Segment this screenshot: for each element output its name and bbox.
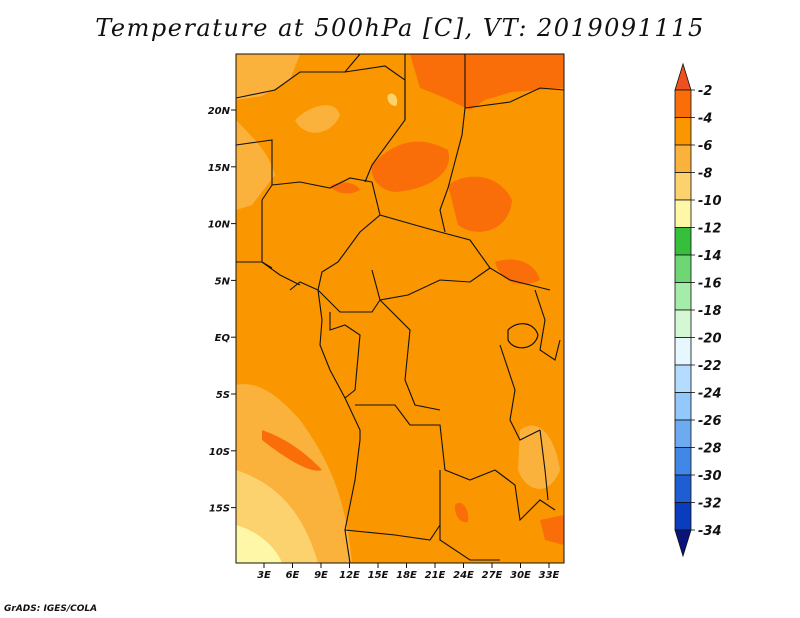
colorbar-label: -20 <box>698 332 722 347</box>
lon-tick-label: 33E <box>539 570 560 581</box>
lat-tick-label: 15N <box>208 163 231 174</box>
lon-tick-label: 9E <box>314 570 328 581</box>
colorbar-label: -6 <box>698 139 712 154</box>
field-warm-zambia-spot <box>454 502 469 523</box>
country-borders <box>236 54 564 563</box>
colorbar-segment <box>674 337 692 366</box>
grads-credit: GrADS: IGES/COLA <box>4 604 98 614</box>
colorbar-segment <box>674 227 692 256</box>
colorbar-segment <box>674 447 692 476</box>
lon-tick-label: 12E <box>339 570 360 581</box>
lat-tick-label: 10N <box>208 220 231 231</box>
map-frame <box>235 53 565 564</box>
lon-tick-label: 15E <box>368 570 389 581</box>
lon-tick-label: 18E <box>396 570 417 581</box>
lat-tick-label: 15S <box>209 504 230 515</box>
colorbar-label: -4 <box>698 112 712 127</box>
colorbar-label: -2 <box>698 84 712 99</box>
border-gabon-congo <box>329 312 361 399</box>
colorbar-bottom-arrow <box>674 529 692 558</box>
border-congo-drc <box>379 299 441 411</box>
border-libya-chad <box>364 54 406 183</box>
colorbar-segment <box>674 282 692 311</box>
colorbar-label: -10 <box>698 194 722 209</box>
border-angola-drc <box>355 404 496 481</box>
colorbar-label: -28 <box>698 442 722 457</box>
lat-tick-label: EQ <box>215 333 231 344</box>
lat-tick-label: 20N <box>208 106 231 117</box>
field-warm-chad <box>371 141 450 192</box>
border-algeria-mali <box>236 54 361 99</box>
colorbar-segment <box>674 309 692 338</box>
colorbar-label: -12 <box>698 222 722 237</box>
colorbar-segment <box>674 419 692 448</box>
lake-victoria <box>507 323 539 349</box>
lat-tick-label: 5S <box>216 390 230 401</box>
colorbar-label: -22 <box>698 359 722 374</box>
border-mali-burkina <box>236 139 273 201</box>
colorbar-label: -34 <box>698 524 722 539</box>
colorbar-segment <box>674 89 692 118</box>
colorbar-segment <box>674 502 692 531</box>
border-car-south <box>371 267 491 301</box>
colorbar-segment <box>674 172 692 201</box>
map-axes: 20N 15N 10N 5N EQ 5S 10S 15S 3E 6E 9E 12E 15E 18E 21E 2… <box>208 106 560 581</box>
border-uganda-kenya <box>534 289 561 361</box>
lon-tick-label: 3E <box>257 570 271 581</box>
field-light-west <box>236 120 275 210</box>
field-warm-atlantic-streak <box>262 430 322 471</box>
colorbar-label: -30 <box>698 469 722 484</box>
lon-tick-label: 6E <box>286 570 300 581</box>
colorbar-segment <box>674 392 692 421</box>
field-warm-north <box>410 54 564 110</box>
colorbar-segment <box>674 199 692 228</box>
lon-tick-label: 30E <box>510 570 531 581</box>
border-niger-nigeria <box>271 177 373 189</box>
colorbar-segment <box>674 144 692 173</box>
lat-tick-label: 5N <box>215 276 231 287</box>
colorbar-label: -16 <box>698 277 722 292</box>
map-title: Temperature at 500hPa [C], VT: 201909111… <box>95 14 705 42</box>
field-warm-lake-chad <box>330 182 360 194</box>
border-angola-coast <box>344 439 361 563</box>
coastline-west-africa <box>236 261 301 286</box>
field-light-sahara <box>295 105 340 133</box>
colorbar-segment <box>674 117 692 146</box>
colorbar: -2 -4 -6 -8 -10 -12 -14 -16 -18 -20 -22 -24 -26 -28 -3… <box>674 62 722 558</box>
border-angola-namibia <box>344 524 441 541</box>
border-car-north <box>379 214 551 291</box>
field-warm-mozambique <box>540 515 564 545</box>
colorbar-segment <box>674 254 692 283</box>
lon-tick-label: 21E <box>425 570 446 581</box>
colorbar-segment <box>674 364 692 393</box>
lat-tick-label: 10S <box>209 447 230 458</box>
colorbar-label: -8 <box>698 167 712 182</box>
colorbar-label: -32 <box>698 497 722 512</box>
colorbar-top-arrow <box>674 62 692 91</box>
coastline-gulf-guinea <box>289 281 319 291</box>
colorbar-label: -18 <box>698 304 722 319</box>
border-cameroon-gabon <box>317 289 381 313</box>
border-zambia-malawi <box>494 469 556 522</box>
lon-tick-label: 24E <box>453 570 474 581</box>
colorbar-label: -24 <box>698 387 722 402</box>
coastline-central-west <box>317 289 361 440</box>
temperature-field <box>236 54 564 563</box>
field-pale-corner <box>236 525 282 563</box>
border-nigeria-cameroon <box>317 181 381 291</box>
border-zambia-botswana <box>439 470 500 561</box>
border-tanzania-west <box>499 344 541 441</box>
colorbar-segment <box>674 474 692 503</box>
colorbar-label: -14 <box>698 249 722 264</box>
colorbar-label: -26 <box>698 414 722 429</box>
border-tanzania-mozambique <box>539 429 549 501</box>
border-chad-sudan <box>439 54 466 233</box>
border-egypt-sudan <box>464 87 564 109</box>
lon-tick-label: 27E <box>482 570 503 581</box>
field-light-east-africa <box>518 425 560 489</box>
field-warm-sudan <box>448 176 512 232</box>
field-light-northwest <box>236 54 300 100</box>
field-yellow-spot <box>387 93 398 106</box>
